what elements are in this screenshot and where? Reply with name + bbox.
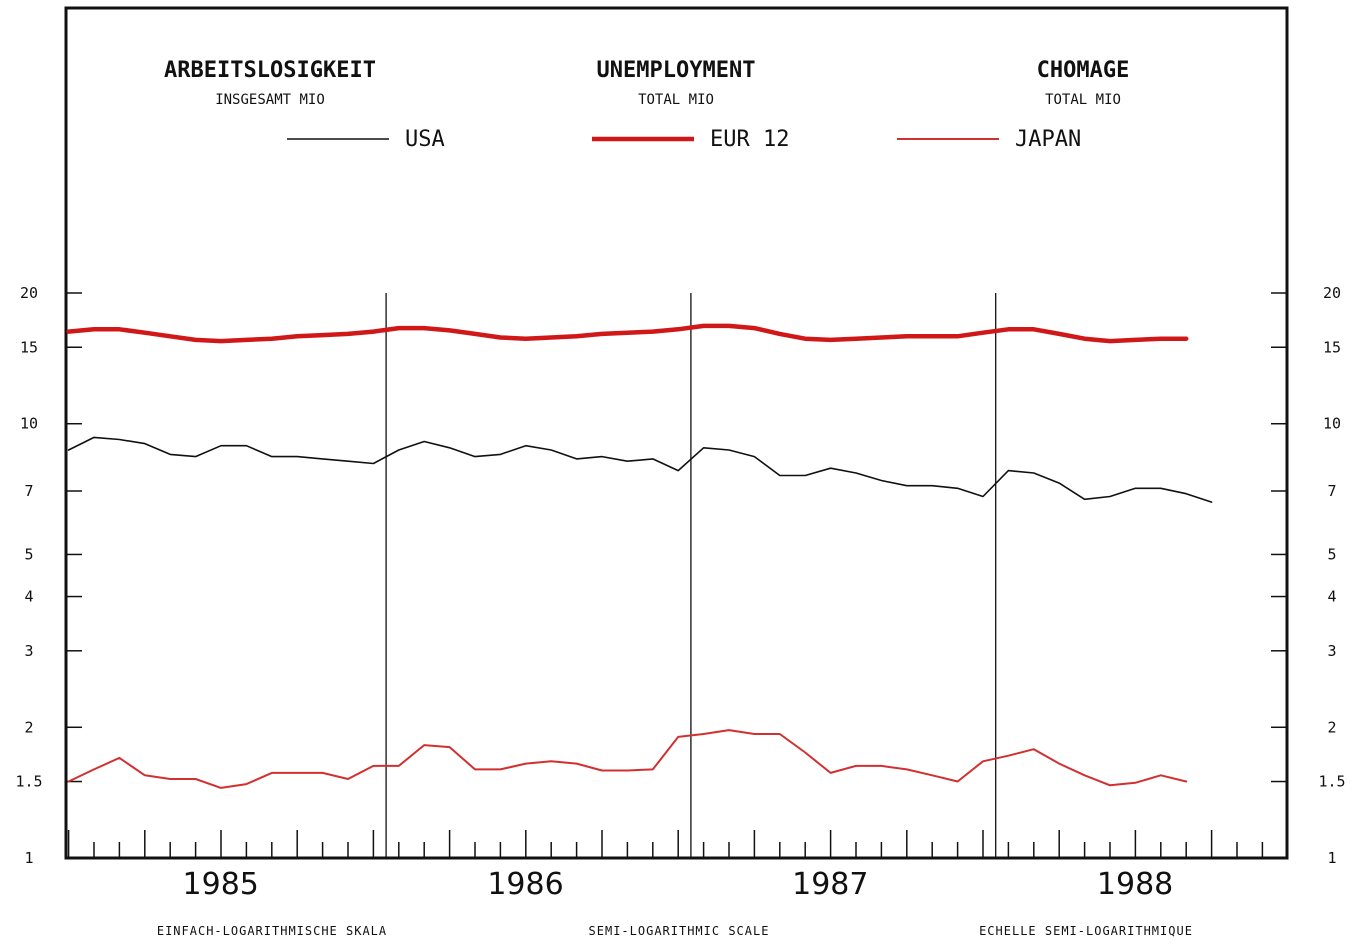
y-tick-label-right: 1 — [1327, 849, 1336, 867]
header-titles: ARBEITSLOSIGKEIT INSGESAMT MIO UNEMPLOYM… — [164, 58, 1129, 108]
series-line-japan — [67, 729, 1188, 789]
subtitle-french: TOTAL MIO — [1045, 92, 1121, 108]
y-tick-label-left: 5 — [24, 545, 33, 563]
series-lines — [66, 323, 1213, 789]
year-label-1988: 1988 — [1097, 867, 1173, 902]
y-tick-label-right: 1.5 — [1318, 773, 1345, 791]
footer-german: EINFACH-LOGARITHMISCHE SKALA — [157, 924, 387, 938]
y-tick-label-right: 7 — [1327, 482, 1336, 500]
year-label-1986: 1986 — [487, 867, 563, 902]
title-german: ARBEITSLOSIGKEIT — [164, 58, 376, 83]
footer-english: SEMI-LOGARITHMIC SCALE — [589, 924, 770, 938]
legend: USA EUR 12 JAPAN — [287, 127, 1081, 152]
y-tick-label-right: 4 — [1327, 588, 1336, 606]
plot-frame — [64, 6, 1289, 860]
subtitle-german: INSGESAMT MIO — [215, 92, 325, 108]
y-tick-label-left: 1.5 — [15, 773, 42, 791]
y-tick-label-left: 3 — [24, 642, 33, 660]
y-tick-label-left: 7 — [24, 482, 33, 500]
footer-french: ECHELLE SEMI-LOGARITHMIQUE — [979, 924, 1193, 938]
legend-label-eur-12: EUR 12 — [710, 127, 789, 152]
y-tick-label-right: 3 — [1327, 642, 1336, 660]
series-line-usa — [67, 436, 1213, 503]
title-english: UNEMPLOYMENT — [597, 58, 756, 83]
legend-label-usa: USA — [405, 127, 445, 152]
axes: 1 1 1.5 1.5 2 2 3 3 4 4 5 5 7 7 10 10 15 15 20 20 1985 1986 19… — [15, 284, 1345, 902]
y-tick-label-left: 15 — [20, 338, 38, 356]
year-label-1987: 1987 — [792, 867, 868, 902]
y-tick-label-left: 4 — [24, 588, 33, 606]
year-dividers — [385, 293, 997, 858]
y-tick-label-left: 1 — [24, 849, 33, 867]
series-line-eur-12 — [66, 323, 1189, 344]
y-tick-label-left: 10 — [20, 415, 38, 433]
legend-label-japan: JAPAN — [1015, 127, 1081, 152]
y-tick-label-left: 2 — [24, 718, 33, 736]
year-label-1985: 1985 — [183, 867, 259, 902]
y-tick-label-right: 10 — [1323, 415, 1341, 433]
y-tick-label-right: 15 — [1323, 338, 1341, 356]
footer: EINFACH-LOGARITHMISCHE SKALA SEMI-LOGARI… — [157, 924, 1193, 938]
title-french: CHOMAGE — [1037, 58, 1130, 83]
y-tick-label-right: 2 — [1327, 718, 1336, 736]
y-tick-label-right: 20 — [1323, 284, 1341, 302]
y-tick-label-right: 5 — [1327, 545, 1336, 563]
subtitle-english: TOTAL MIO — [638, 92, 714, 108]
y-tick-label-left: 20 — [20, 284, 38, 302]
